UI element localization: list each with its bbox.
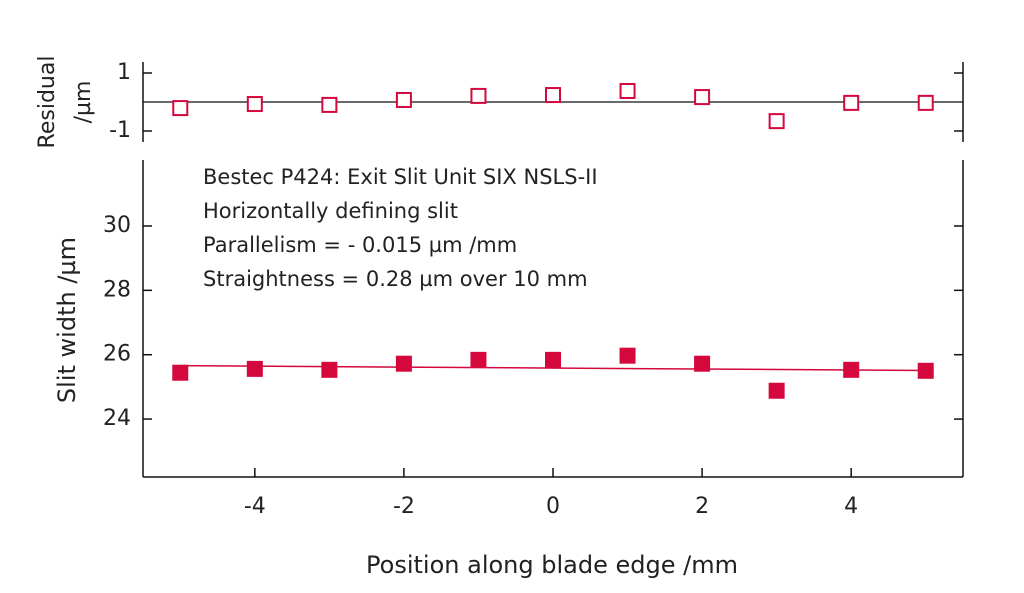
annotation: Bestec P424: Exit Slit Unit SIX NSLS-II — [203, 165, 598, 189]
data-point — [470, 87, 487, 104]
x-tick-label: 0 — [546, 494, 560, 519]
data-point — [246, 96, 263, 113]
data-point — [246, 360, 263, 377]
data-point — [619, 82, 636, 99]
annotation: Horizontally defining slit — [203, 199, 458, 223]
data-point — [321, 96, 338, 113]
x-tick-label: 2 — [695, 494, 709, 519]
data-point — [843, 94, 860, 111]
x-axis-label: Position along blade edge /mm — [366, 551, 738, 579]
y-tick-label: 28 — [103, 277, 131, 302]
x-tick-label: 4 — [844, 494, 858, 519]
data-point — [917, 94, 934, 111]
annotation: Straightness = 0.28 µm over 10 mm — [203, 267, 588, 291]
data-point — [619, 347, 636, 364]
data-point — [395, 91, 412, 108]
y-tick-label: -1 — [109, 118, 131, 143]
annotation: Parallelism = - 0.015 µm /mm — [203, 233, 517, 257]
data-point — [768, 113, 785, 130]
data-point — [843, 361, 860, 378]
data-point — [395, 355, 412, 372]
y-tick-label: 1 — [117, 60, 131, 85]
data-point — [694, 355, 711, 372]
x-tick-label: -2 — [393, 494, 415, 519]
y-tick-label: 24 — [103, 406, 131, 431]
data-point — [321, 361, 338, 378]
data-point — [172, 100, 189, 117]
y-tick-label: 26 — [103, 342, 131, 367]
data-point — [172, 364, 189, 381]
y-axis-label: Slit width /µm — [53, 237, 81, 403]
data-point — [545, 87, 561, 104]
data-point — [694, 89, 711, 106]
data-point — [768, 382, 785, 399]
data-point — [470, 351, 487, 368]
data-point — [917, 362, 934, 379]
x-tick-label: -4 — [244, 494, 266, 519]
data-point — [545, 351, 561, 368]
y-tick-label: 30 — [103, 213, 131, 238]
residual-axis-label: /µm — [71, 81, 96, 124]
residual-axis-label: Residual — [35, 56, 60, 149]
fit-line — [180, 364, 926, 372]
